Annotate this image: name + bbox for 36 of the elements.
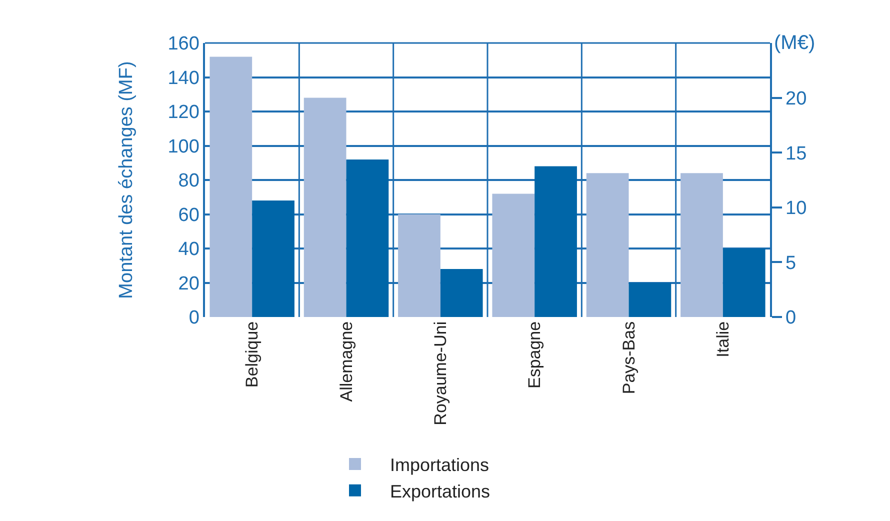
bar [534, 166, 577, 317]
x-tick-label: Belgique [242, 321, 262, 388]
y2-tick-label: 10 [786, 198, 807, 220]
y-tick-label: 100 [168, 136, 200, 158]
bar [346, 159, 389, 317]
y2-tick-label: 5 [786, 252, 796, 274]
y-axis-title: Montant des échanges (MF) [116, 61, 138, 299]
y-tick-label: 140 [168, 68, 200, 89]
x-tick-label: Allemagne [336, 321, 356, 402]
y2-axis-title: (M€) [774, 32, 816, 54]
bar [628, 282, 672, 317]
y-tick-label: 160 [168, 34, 200, 55]
y2-tick-label: 15 [786, 143, 807, 164]
bar [722, 248, 766, 317]
x-tick-label: Espagne [525, 321, 544, 389]
legend-label: Importations [390, 455, 490, 475]
x-tick-label: Pays-Bas [619, 321, 638, 394]
y-tick-label: 80 [178, 170, 200, 192]
bar [252, 200, 294, 317]
y2-tick-label: 20 [786, 88, 807, 110]
x-tick-label: Royaume-Uni [430, 321, 450, 426]
bar [398, 214, 440, 317]
y2-tick-label: 0 [786, 308, 796, 329]
x-tick-label: Italie [713, 321, 732, 358]
bar [586, 173, 629, 317]
y-tick-label: 40 [178, 239, 200, 260]
legend-label: Exportations [390, 481, 490, 502]
bar [492, 194, 535, 317]
bar [440, 269, 483, 317]
bar [680, 173, 723, 317]
bar [304, 98, 346, 317]
y-tick-label: 60 [178, 204, 200, 226]
y-tick-label: 20 [178, 273, 200, 294]
y-tick-label: 120 [168, 102, 200, 124]
y-tick-label: 0 [188, 308, 200, 329]
bar [210, 56, 252, 317]
